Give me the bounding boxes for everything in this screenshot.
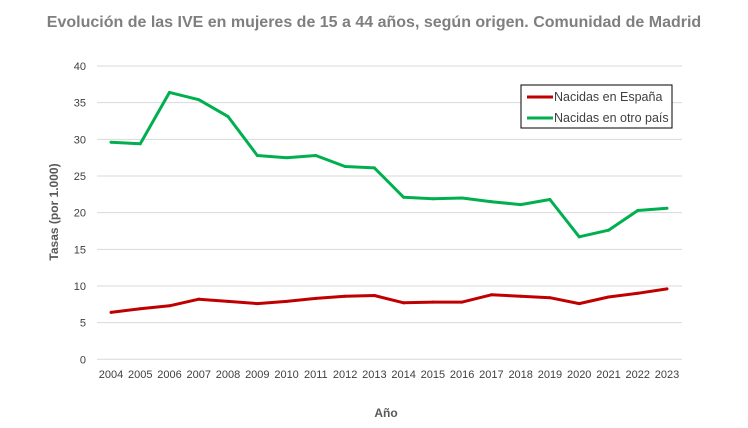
y-tick-labels: 0 5 10 15 20 25 30 35 40 <box>74 61 86 366</box>
x-tick-label: 2007 <box>187 369 211 381</box>
data-point <box>402 195 406 199</box>
x-tick-label: 2023 <box>655 369 679 381</box>
x-tick-labels: 2004 2005 2006 2007 2008 2009 2010 2011 2012 2013… <box>99 369 679 381</box>
x-tick-label: 2010 <box>274 369 298 381</box>
data-point <box>431 300 435 304</box>
data-point <box>606 295 610 299</box>
data-point <box>343 294 347 298</box>
y-axis-label: Tasas (por 1.000) <box>47 163 61 260</box>
y-tick-label: 30 <box>74 134 86 146</box>
data-point <box>109 310 113 314</box>
legend: Nacidas en España Nacidas en otro país <box>520 84 673 129</box>
y-tick-label: 25 <box>74 171 86 183</box>
x-tick-label: 2020 <box>567 369 591 381</box>
data-point <box>548 197 552 201</box>
data-point <box>489 293 493 297</box>
data-point <box>255 153 259 157</box>
data-point <box>226 299 230 303</box>
data-point <box>197 297 201 301</box>
data-point <box>519 203 523 207</box>
data-point <box>314 296 318 300</box>
data-point <box>138 307 142 311</box>
y-tick-label: 10 <box>74 281 86 293</box>
series-lines <box>109 90 669 314</box>
gridlines <box>97 65 682 360</box>
data-point <box>519 294 523 298</box>
data-point <box>665 287 669 291</box>
data-point <box>285 299 289 303</box>
x-tick-label: 2004 <box>99 369 123 381</box>
x-tick-label: 2008 <box>216 369 240 381</box>
data-point <box>109 140 113 144</box>
data-point <box>372 294 376 298</box>
x-tick-label: 2009 <box>245 369 269 381</box>
x-axis-label: Año <box>374 406 397 420</box>
data-point <box>489 200 493 204</box>
data-point <box>138 142 142 146</box>
x-tick-label: 2014 <box>391 369 415 381</box>
x-tick-label: 2012 <box>333 369 357 381</box>
x-tick-label: 2022 <box>625 369 649 381</box>
y-tick-label: 35 <box>74 98 86 110</box>
y-tick-label: 15 <box>74 244 86 256</box>
data-point <box>168 304 172 308</box>
legend-label-otro-pais: Nacidas en otro país <box>554 111 669 125</box>
series-line-0 <box>110 287 668 314</box>
x-tick-label: 2018 <box>508 369 532 381</box>
data-point <box>636 208 640 212</box>
x-tick-label: 2015 <box>421 369 445 381</box>
x-tick-label: 2021 <box>596 369 620 381</box>
data-point <box>460 300 464 304</box>
series-line-1 <box>110 90 668 239</box>
data-point <box>577 302 581 306</box>
y-tick-label: 20 <box>74 208 86 220</box>
data-point <box>402 301 406 305</box>
legend-box <box>520 84 673 129</box>
data-point <box>168 90 172 94</box>
x-tick-label: 2016 <box>450 369 474 381</box>
y-tick-label: 40 <box>74 61 86 73</box>
x-tick-label: 2011 <box>304 369 328 381</box>
data-point <box>577 235 581 239</box>
x-tick-label: 2006 <box>157 369 181 381</box>
data-point <box>255 302 259 306</box>
data-point <box>431 197 435 201</box>
x-tick-label: 2019 <box>538 369 562 381</box>
data-point <box>636 291 640 295</box>
x-tick-label: 2005 <box>128 369 152 381</box>
data-point <box>197 98 201 102</box>
legend-label-espana: Nacidas en España <box>554 90 662 104</box>
y-tick-label: 5 <box>80 318 86 330</box>
data-point <box>665 206 669 210</box>
x-tick-label: 2017 <box>479 369 503 381</box>
chart-title: Evolución de las IVE en mujeres de 15 a … <box>47 14 701 31</box>
data-point <box>548 296 552 300</box>
data-point <box>285 156 289 160</box>
data-point <box>606 228 610 232</box>
data-point <box>460 196 464 200</box>
data-point <box>226 115 230 119</box>
x-tick-label: 2013 <box>362 369 386 381</box>
data-point <box>314 153 318 157</box>
data-point <box>372 166 376 170</box>
data-point <box>343 164 347 168</box>
y-tick-label: 0 <box>80 354 86 366</box>
